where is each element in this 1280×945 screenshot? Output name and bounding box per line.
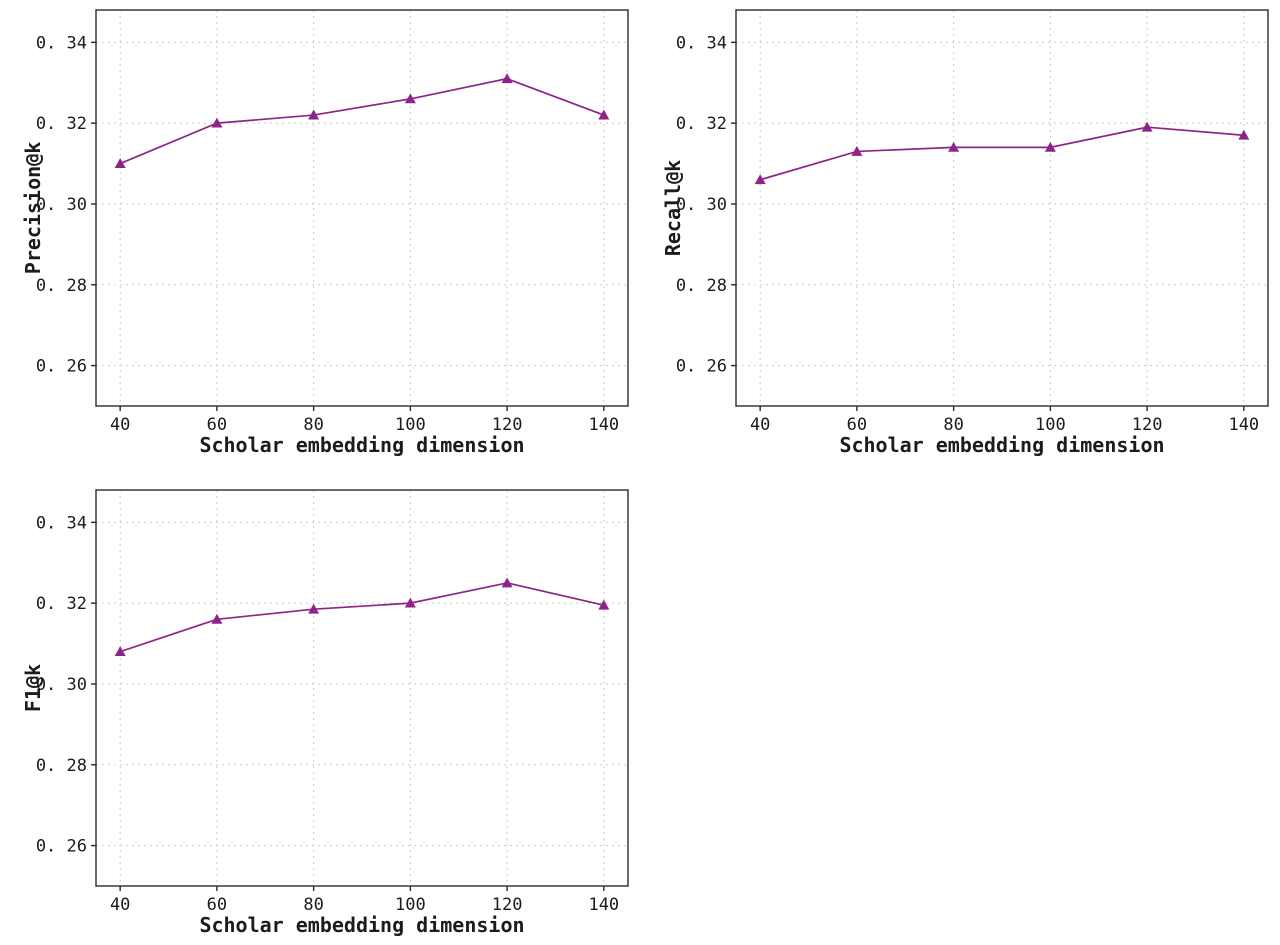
data-point-marker — [308, 109, 320, 120]
x-tick-label: 80 — [303, 895, 323, 915]
y-tick-label: 0. 34 — [36, 33, 87, 53]
data-point-marker — [1044, 141, 1056, 152]
plot-border — [735, 9, 1269, 407]
recall-chart: 40 60 80 100 120 140 0. 26 0. 28 0. 30 0. 32 0. 34… — [660, 0, 1280, 472]
y-tick-label: 0. 26 — [676, 357, 727, 377]
y-tick-label: 0. 34 — [36, 513, 87, 533]
data-point-marker — [1141, 121, 1153, 132]
data-point-marker — [851, 145, 863, 156]
data-line — [759, 126, 1244, 181]
plot-border — [95, 489, 629, 887]
y-tick-label: 0. 34 — [676, 33, 727, 53]
y-axis-label: Precision@k — [21, 142, 45, 274]
x-tick-label: 100 — [395, 895, 426, 915]
y-tick-label: 0. 26 — [36, 357, 87, 377]
data-point-marker — [404, 597, 416, 608]
data-point-marker — [404, 93, 416, 104]
data-point-marker — [754, 174, 766, 185]
chart-svg: 40 60 80 100 120 140 0. 26 0. 28 0. 30 0. 32 0. 34… — [661, 9, 1269, 457]
x-tick-label: 120 — [492, 895, 523, 915]
x-axis-label: Scholar embedding dimension — [839, 433, 1164, 457]
data-point-marker — [114, 646, 126, 657]
x-tick-label: 80 — [943, 415, 963, 435]
x-tick-label: 60 — [207, 895, 227, 915]
precision-chart: 40 60 80 100 120 140 0. 26 0. 28 0. 30 0. 32 0. 34… — [0, 0, 660, 472]
x-tick-label: 60 — [207, 415, 227, 435]
x-tick-label: 140 — [588, 895, 619, 915]
y-axis-label: Recall@k — [661, 160, 685, 256]
data-point-marker — [598, 599, 610, 610]
y-tick-label: 0. 28 — [676, 276, 727, 296]
x-tick-label: 100 — [395, 415, 426, 435]
data-point-marker — [948, 141, 960, 152]
y-tick-label: 0. 28 — [36, 756, 87, 776]
data-line — [119, 77, 605, 165]
x-tick-label: 80 — [303, 415, 323, 435]
chart-svg: 40 60 80 100 120 140 0. 26 0. 28 0. 30 0. 32 0. 34… — [21, 9, 629, 457]
x-tick-label: 120 — [492, 415, 523, 435]
x-tick-label: 120 — [1132, 415, 1163, 435]
y-tick-label: 0. 32 — [676, 114, 727, 134]
y-tick-label: 0. 30 — [36, 195, 87, 215]
empty-cell — [660, 472, 1280, 945]
x-tick-label: 100 — [1035, 415, 1066, 435]
x-axis-label: Scholar embedding dimension — [199, 433, 524, 457]
data-point-marker — [598, 109, 610, 120]
x-tick-label: 140 — [588, 415, 619, 435]
plot-border — [95, 9, 629, 407]
data-point-marker — [114, 158, 126, 168]
data-point-marker — [1238, 129, 1250, 140]
y-tick-label: 0. 30 — [36, 675, 87, 695]
y-tick-label: 0. 26 — [36, 837, 87, 857]
chart-svg: 40 60 80 100 120 140 0. 26 0. 28 0. 30 0. 32 0. 34… — [21, 489, 629, 937]
f1-chart: 40 60 80 100 120 140 0. 26 0. 28 0. 30 0. 32 0. 34… — [0, 472, 660, 945]
data-point-marker — [211, 117, 223, 128]
x-tick-label: 40 — [110, 895, 130, 915]
y-tick-label: 0. 30 — [676, 195, 727, 215]
data-point-marker — [211, 613, 223, 624]
y-tick-label: 0. 28 — [36, 276, 87, 296]
data-point-marker — [501, 577, 513, 588]
data-line — [119, 582, 605, 653]
x-tick-label: 60 — [847, 415, 867, 435]
x-tick-label: 40 — [750, 415, 770, 435]
y-axis-label: F1@k — [21, 664, 45, 712]
data-point-marker — [308, 603, 320, 614]
x-tick-label: 40 — [110, 415, 130, 435]
data-point-marker — [501, 73, 513, 84]
y-tick-label: 0. 32 — [36, 594, 87, 614]
x-tick-label: 140 — [1228, 415, 1259, 435]
y-tick-label: 0. 32 — [36, 114, 87, 134]
x-axis-label: Scholar embedding dimension — [199, 913, 524, 937]
